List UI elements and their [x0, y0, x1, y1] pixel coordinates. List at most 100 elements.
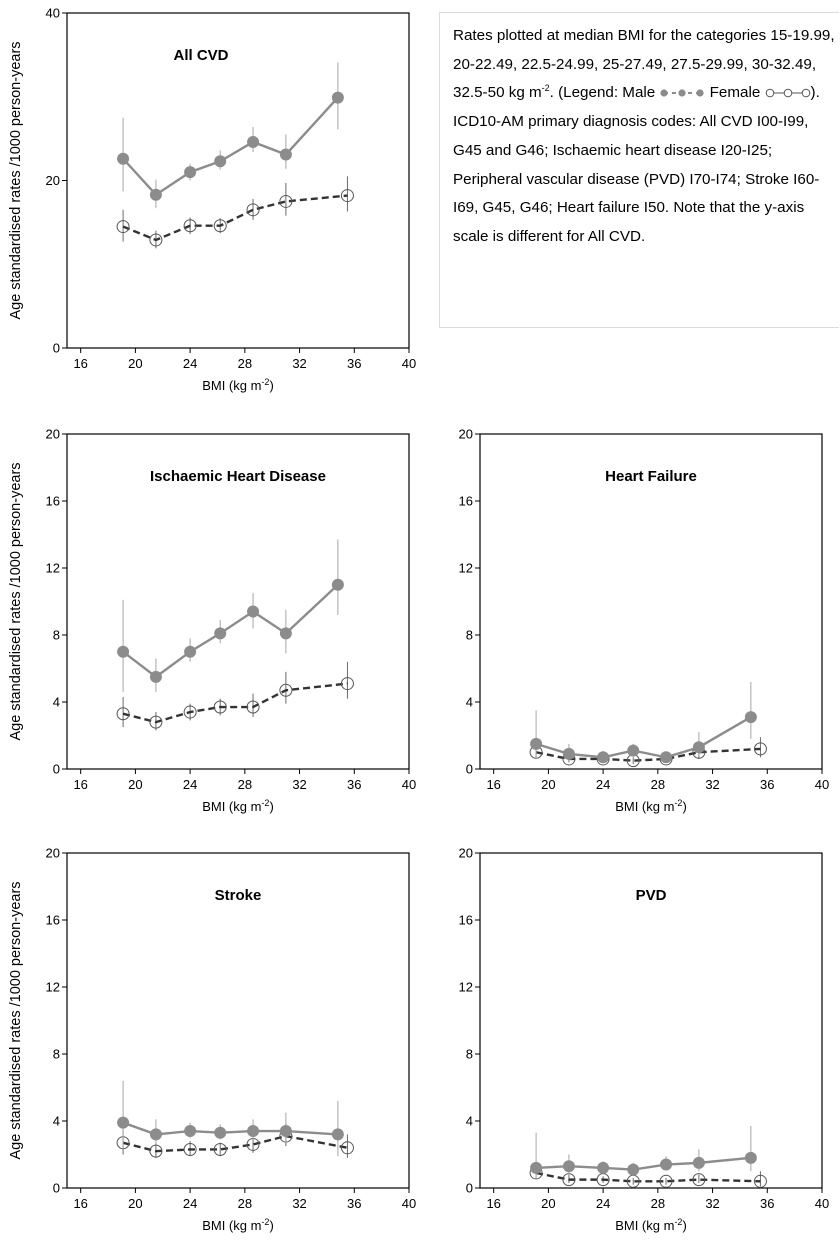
x-tick-label: 36	[347, 777, 361, 792]
chart-title: Heart Failure	[605, 468, 697, 485]
data-point-male	[117, 1116, 130, 1129]
series-line-female	[535, 1171, 761, 1183]
data-point-female	[149, 1144, 163, 1158]
series-male	[117, 1080, 344, 1157]
series-line-male	[122, 583, 339, 679]
note-text-part-2: . (Legend: Male	[549, 84, 660, 102]
chart-title: PVD	[636, 887, 667, 904]
x-tick-label: 28	[651, 1196, 665, 1211]
y-tick-label: 12	[459, 980, 473, 995]
data-point-male	[331, 91, 344, 104]
data-point-male	[597, 751, 610, 764]
note-unit-superscript: -2	[541, 83, 550, 94]
x-axis-label: BMI (kg m-2)	[615, 798, 687, 814]
data-point-male	[692, 1156, 705, 1169]
data-point-male	[247, 1125, 260, 1138]
x-tick-label: 24	[183, 777, 197, 792]
chart-pvd: 16 20 24 28 32 36 40 0 4 8 12 16 20 BMI (kg m-2) PVD	[459, 846, 830, 1234]
data-point-female	[116, 220, 130, 234]
data-point-male	[117, 645, 130, 658]
x-tick-label: 36	[347, 1196, 361, 1211]
data-point-female	[753, 1174, 767, 1188]
data-point-female	[183, 705, 197, 719]
y-tick-label: 16	[46, 913, 60, 928]
y-tick-label: 4	[53, 1114, 60, 1129]
data-point-male	[184, 645, 197, 658]
x-tick-label: 28	[238, 356, 252, 371]
x-tick-label: 20	[541, 1196, 555, 1211]
data-point-male	[214, 627, 227, 640]
y-tick-label: 20	[46, 427, 60, 442]
plot-frame	[66, 12, 410, 349]
data-point-female	[340, 189, 354, 203]
series-line-female	[122, 194, 348, 242]
data-point-male	[660, 751, 673, 764]
y-tick-label: 4	[53, 695, 60, 710]
data-point-male	[149, 188, 162, 201]
data-point-male	[279, 627, 292, 640]
y-tick-label: 16	[46, 494, 60, 509]
x-tick-label: 36	[347, 356, 361, 371]
data-point-female	[149, 715, 163, 729]
data-point-female	[753, 742, 767, 756]
data-point-female	[246, 700, 260, 714]
data-point-male	[214, 155, 227, 168]
x-tick-label: 24	[596, 1196, 610, 1211]
plot-frame	[479, 433, 823, 770]
x-tick-label: 40	[402, 356, 416, 371]
x-tick-label: 36	[760, 777, 774, 792]
data-point-female	[279, 194, 293, 208]
y-tick-label: 4	[466, 695, 473, 710]
x-tick-label: 32	[292, 356, 306, 371]
chart-stroke: 16 20 24 28 32 36 40 0 4 8 12 16 20 BMI (kg m-2) Age s…	[8, 846, 416, 1234]
plot-frame	[479, 852, 823, 1189]
data-point-male	[627, 744, 640, 757]
y-tick-label: 0	[466, 1181, 473, 1196]
x-tick-label: 32	[705, 1196, 719, 1211]
y-tick-label: 4	[466, 1114, 473, 1129]
series-male	[530, 681, 757, 764]
y-tick-label: 16	[459, 913, 473, 928]
data-point-male	[627, 1163, 640, 1176]
chart-ischaemic-heart-disease: 16 20 24 28 32 36 40 0 4 8 12 16 20 BMI (kg m-2) Age s…	[8, 427, 416, 815]
y-tick-label: 12	[459, 561, 473, 576]
x-tick-label: 28	[651, 777, 665, 792]
series-male	[117, 539, 344, 692]
data-point-male	[247, 135, 260, 148]
y-tick-label: 8	[466, 628, 473, 643]
data-point-male	[744, 1151, 757, 1164]
y-tick-label: 0	[53, 762, 60, 777]
x-axis-label: BMI (kg m-2)	[202, 798, 274, 814]
data-point-female	[279, 683, 293, 697]
figure-note: Rates plotted at median BMI for the cate…	[439, 12, 839, 328]
data-point-female	[340, 1141, 354, 1155]
data-point-male	[562, 1160, 575, 1173]
x-tick-label: 40	[815, 777, 829, 792]
data-point-male	[247, 605, 260, 618]
data-point-male	[279, 1125, 292, 1138]
data-point-male	[279, 148, 292, 161]
data-point-male	[692, 741, 705, 754]
female-legend-icon	[765, 89, 810, 98]
x-tick-label: 32	[292, 777, 306, 792]
chart-title: All CVD	[173, 47, 228, 64]
data-point-male	[530, 737, 543, 750]
x-tick-label: 20	[128, 777, 142, 792]
x-tick-label: 40	[402, 1196, 416, 1211]
y-axis-label: Age standardised rates /1000 person-year…	[8, 462, 24, 740]
x-tick-label: 20	[128, 1196, 142, 1211]
series-female	[116, 661, 354, 731]
x-axis-label: BMI (kg m-2)	[202, 377, 274, 393]
x-tick-label: 32	[292, 1196, 306, 1211]
x-tick-label: 20	[128, 356, 142, 371]
data-point-male	[149, 1128, 162, 1141]
data-point-male	[744, 711, 757, 724]
data-point-female	[692, 1173, 706, 1187]
y-tick-label: 16	[459, 494, 473, 509]
chart-title: Stroke	[215, 887, 262, 904]
y-tick-label: 40	[46, 6, 60, 21]
x-tick-label: 16	[73, 1196, 87, 1211]
y-tick-label: 8	[53, 628, 60, 643]
note-text-part-4: ). ICD10-AM primary diagnosis codes: All…	[453, 84, 820, 245]
